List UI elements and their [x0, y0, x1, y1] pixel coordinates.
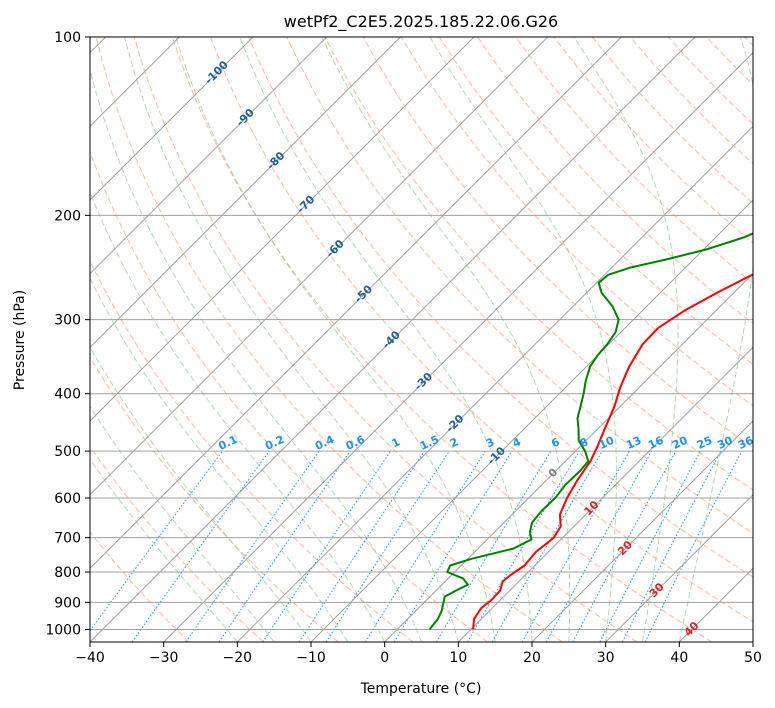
isotherm-line [752, 641, 753, 642]
dry-adiabat-line [90, 150, 488, 642]
mixing-ratio-line [393, 450, 513, 642]
moist-adiabat-line [124, 37, 459, 642]
y-tick-label: 600 [54, 491, 81, 507]
y-tick-label: 100 [54, 30, 81, 46]
moist-adiabat-line [175, 37, 496, 642]
mixing-ratio-label: 13 [624, 434, 643, 452]
x-tick-label: 40 [670, 650, 688, 666]
x-axis: −40 −30 −20 −10 0 10 20 30 40 50 [75, 642, 762, 666]
x-tick-label: 30 [597, 650, 615, 666]
mixing-ratio-label: 16 [646, 434, 666, 452]
x-tick-label: 0 [380, 650, 389, 666]
isotherm-line [236, 125, 753, 642]
y-tick-label: 800 [54, 565, 81, 581]
mixing-ratio-line [218, 450, 351, 642]
plot-frame [89, 36, 754, 643]
plot-area [90, 37, 753, 642]
dry-adiabat-line [90, 531, 190, 642]
x-tick-label: −40 [75, 650, 105, 666]
plot-border [89, 36, 754, 643]
sounding-profiles [428, 232, 753, 631]
moist-adiabat-line [429, 37, 617, 642]
mixing-ratio-line [621, 450, 722, 642]
mixing-ratio-label: 30 [715, 434, 735, 452]
mixing-ratio-line [644, 450, 743, 642]
isotherm-line [90, 37, 328, 275]
y-tick-label: 400 [54, 387, 81, 403]
mixing-ratio-label: 36 [736, 434, 756, 452]
isotherm-line [90, 37, 549, 496]
y-axis-label: Pressure (hPa) [12, 290, 28, 390]
dewpoint-line [428, 232, 753, 631]
moist-adiabat-line [90, 67, 422, 642]
dry-adiabat-line [95, 37, 563, 642]
x-tick-label: −30 [149, 650, 179, 666]
mixing-ratio-line [545, 450, 653, 642]
dry-adiabat-line [515, 37, 753, 284]
x-axis-label: Temperature (°C) [360, 681, 482, 697]
isotherm-line [384, 272, 753, 642]
dry-adiabat-line [133, 37, 638, 642]
mixing-ratio-line [521, 450, 630, 642]
isotherm-line [310, 199, 753, 642]
mixing-ratio-line [364, 450, 486, 642]
isotherm-line [605, 493, 753, 642]
y-tick-label: 700 [54, 531, 81, 547]
plot-background [90, 37, 753, 642]
mixing-ratio-line [599, 450, 701, 642]
dry-adiabat-line [90, 445, 264, 642]
dry-adiabat-line [210, 37, 753, 623]
y-tick-label: 1000 [45, 622, 81, 638]
moist-adiabat-line [678, 37, 753, 642]
mixing-ratio-line [298, 450, 425, 642]
x-tick-label: 10 [449, 650, 467, 666]
mixing-ratio-line [572, 450, 677, 642]
moist-adiabat-line [90, 190, 386, 642]
mixing-ratio-label: 10 [597, 434, 617, 452]
y-tick-label: 900 [54, 595, 81, 611]
isotherm-line [163, 51, 753, 642]
x-tick-label: 50 [744, 650, 762, 666]
mixing-ratio-line [131, 450, 270, 642]
dry-adiabat-line [248, 37, 753, 578]
temperature-line [472, 273, 753, 630]
background-lines [90, 37, 753, 642]
mixing-ratio-line [185, 450, 320, 642]
isotherm-line [90, 37, 696, 642]
y-tick-label: 300 [54, 313, 81, 329]
mixing-ratio-label: 25 [695, 434, 714, 452]
x-tick-label: 20 [523, 650, 541, 666]
y-tick-label: 500 [54, 444, 81, 460]
x-tick-label: −20 [223, 650, 253, 666]
moist-adiabat-line [90, 346, 312, 642]
isotherm-line [90, 37, 622, 570]
isotherm-line [531, 420, 753, 642]
mixing-ratio-line [435, 450, 552, 642]
chart-title: wetPf2_C2E5.2025.185.22.06.G26 [284, 12, 558, 32]
y-tick-label: 200 [54, 208, 81, 224]
isotherm-line [90, 37, 254, 201]
isotherm-line [90, 37, 475, 422]
mixing-ratio-line [325, 450, 450, 642]
mixing-ratio-label: 20 [670, 434, 690, 452]
moist-adiabat-line [90, 277, 349, 642]
x-tick-label: −10 [296, 650, 326, 666]
isotherm-line [90, 37, 401, 349]
moist-adiabat-line [90, 405, 275, 642]
moist-adiabat-line [239, 37, 533, 642]
moist-adiabat-line [573, 37, 679, 642]
dry-adiabat-line [438, 37, 753, 366]
mixing-ratio-line [90, 450, 223, 632]
moist-adiabat-line [90, 458, 238, 642]
y-axis: 100 200 300 400 500 600 700 800 900 1000 [45, 30, 90, 638]
mixing-ratio-line [262, 450, 392, 642]
isotherm-line [457, 346, 753, 642]
